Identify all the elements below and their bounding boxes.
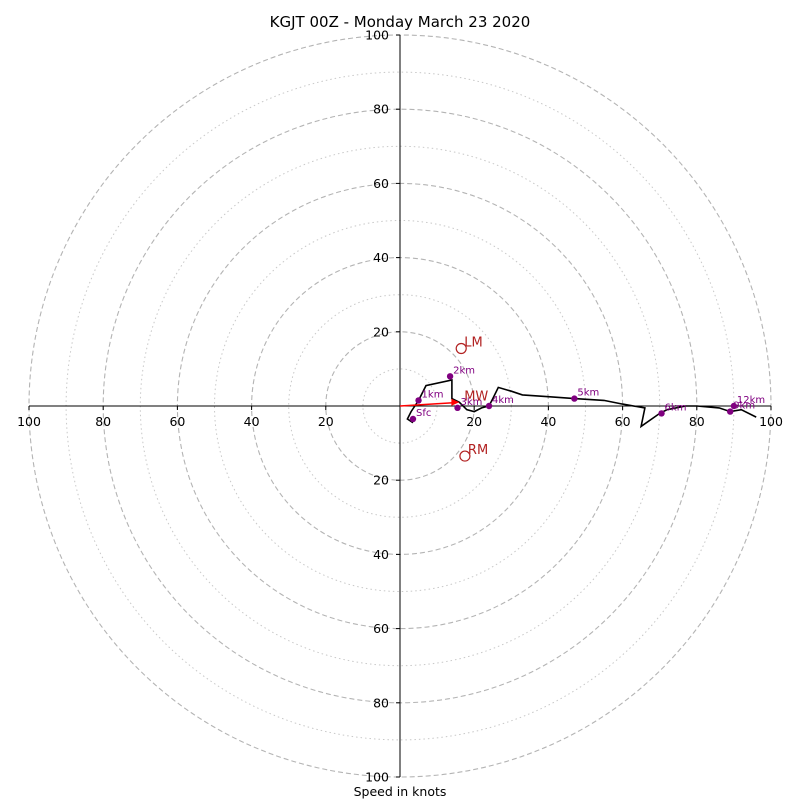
y-tick-label: 40 [373,547,389,562]
y-tick-label: 40 [373,250,389,265]
x-tick-label: 100 [759,414,783,429]
height-marker-3km [454,404,461,412]
height-label-1km: 1km [422,389,444,400]
y-tick-label: 80 [373,695,389,710]
shear-vector [399,401,456,407]
x-tick-label: 100 [17,414,41,429]
shear-vector-arrowhead [451,398,460,406]
height-label-4km: 4km [492,395,514,406]
chart-title: KGJT 00Z - Monday March 23 2020 [270,13,531,31]
height-marker-6km [658,410,665,417]
storm-motion-marker-LM [455,342,467,355]
x-tick-label: 20 [318,414,334,429]
y-tick-label: 100 [365,770,389,785]
height-marker-2km [446,373,454,380]
x-tick-label: 60 [615,414,631,429]
x-tick-label: 40 [540,414,556,429]
storm-motion-marker-RM [459,450,471,462]
height-label-2km: 2km [453,365,475,376]
height-marker-4km [485,402,493,410]
tick-labels: 100 80 60 40 20 20 40 60 80 100 20 40 60 80 100 20 40 60 8… [17,28,783,785]
storm-motions: LM MW RM [455,335,488,462]
y-tick-label: 60 [373,621,389,636]
storm-motion-label-LM: LM [464,335,482,350]
storm-motion-label-RM: RM [468,443,488,458]
x-tick-label: 60 [169,414,185,429]
height-label-6km: 6km [665,402,687,413]
height-label-5km: 5km [577,388,599,399]
y-tick-label: 20 [373,473,389,488]
height-marker-12km [730,402,738,410]
height-label-12km: 12km [737,395,765,406]
y-tick-label: 100 [365,28,389,43]
x-axis-label: Speed in knots [354,784,447,799]
hodograph-line [406,379,757,429]
height-marker-1km [415,397,422,404]
x-tick-label: 20 [466,414,482,429]
x-tick-label: 80 [95,414,111,429]
height-marker-Sfc [409,415,417,423]
height-label-3km: 3km [461,397,483,408]
y-tick-label: 80 [373,102,389,117]
y-tick-label: 20 [373,324,389,339]
height-label-Sfc: Sfc [416,408,431,419]
x-tick-label: 40 [244,414,260,429]
height-marker-5km [571,395,578,402]
height-label-9km: 9km [733,401,755,412]
hodograph-trace [399,379,757,429]
x-tick-label: 80 [689,414,705,429]
storm-motion-label-MW: MW [464,389,488,404]
y-tick-label: 60 [373,176,389,191]
height-marker-9km [726,408,734,415]
